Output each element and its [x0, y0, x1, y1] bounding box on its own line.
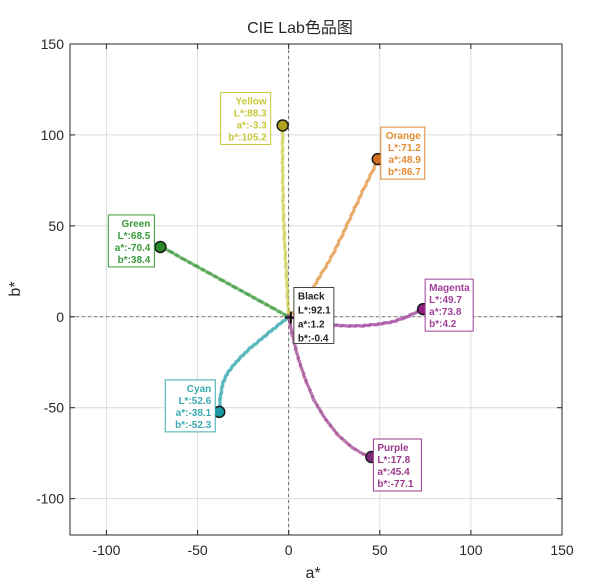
data-point	[286, 298, 290, 303]
data-point	[282, 211, 286, 216]
annotation-text: Cyan	[187, 384, 211, 395]
y-tick-label: -50	[44, 400, 64, 416]
annotation-text: L*:71.2	[388, 143, 421, 154]
data-point	[341, 233, 345, 237]
data-point	[351, 209, 356, 213]
y-tick-label: -100	[36, 491, 64, 507]
annotation-text: L*:49.7	[429, 295, 462, 306]
data-point	[282, 222, 286, 226]
y-tick-label: 0	[56, 309, 64, 325]
plot-frame	[69, 43, 563, 536]
y-tick-label: 100	[41, 127, 65, 143]
x-tick-label: -50	[187, 542, 207, 558]
annotation-text: b*:-52.3	[175, 420, 212, 431]
x-tick-label: 50	[372, 542, 388, 558]
annotation-text: L*:92.1	[298, 306, 331, 317]
data-point	[282, 230, 287, 235]
data-point	[285, 279, 289, 284]
y-tick-label: 50	[48, 218, 64, 234]
annotation-text: Yellow	[236, 96, 267, 107]
x-tick-label: 150	[550, 542, 574, 558]
annotation-text: b*:-0.4	[298, 334, 329, 345]
endpoint-marker	[276, 119, 289, 132]
annotation-box	[220, 91, 272, 145]
data-point	[281, 184, 285, 188]
data-point	[286, 307, 291, 311]
annotation-text: Magenta	[429, 283, 470, 294]
annotation-text: a*:-70.4	[115, 243, 151, 254]
annotation-text: Black	[298, 292, 325, 303]
data-point	[314, 280, 319, 285]
annotation-text: L*:88.3	[234, 108, 267, 119]
annotation-text: b*:38.4	[118, 255, 151, 266]
annotation-text: Purple	[377, 443, 409, 454]
data-point	[367, 176, 372, 181]
annotation-box	[372, 438, 422, 492]
data-point	[283, 241, 287, 246]
x-tick-label: -100	[92, 542, 120, 558]
annotation-box	[164, 379, 216, 433]
data-point	[281, 192, 286, 197]
data-point	[281, 203, 286, 207]
annotation-text: Green	[121, 219, 150, 230]
data-point	[280, 145, 285, 150]
y-tick-label: 150	[41, 36, 65, 52]
annotation-text: a*:1.2	[298, 320, 325, 331]
data-point	[281, 134, 285, 139]
endpoint-marker	[154, 240, 167, 254]
data-point	[359, 192, 364, 197]
annotation-text: Orange	[386, 131, 421, 142]
data-point	[336, 242, 340, 246]
annotation-text: L*:17.8	[377, 455, 410, 466]
annotation-text: a*:45.4	[377, 467, 410, 478]
data-point	[332, 249, 337, 254]
annotation-box	[293, 287, 335, 345]
data-point	[281, 173, 285, 177]
annotation-box	[380, 126, 426, 180]
annotation-text: b*:-77.1	[377, 479, 414, 490]
data-point	[283, 249, 288, 254]
x-axis-title: a*	[305, 565, 320, 582]
annotation-text: a*:73.8	[429, 307, 462, 318]
annotation-text: b*:105.2	[228, 132, 267, 143]
series-black: Black L*:92.1 a*:1.2 b*:-0.4	[284, 287, 335, 345]
annotation-text: L*:52.6	[178, 396, 211, 407]
annotation-text: a*:-3.3	[237, 120, 267, 131]
annotation-text: b*:4.2	[429, 319, 457, 330]
data-point	[281, 154, 285, 158]
data-point	[364, 183, 368, 188]
annotation-box	[107, 214, 155, 268]
data-point	[284, 260, 288, 265]
annotation-box	[424, 278, 474, 332]
annotation-text: b*:86.7	[388, 167, 421, 178]
data-point	[285, 288, 290, 292]
data-point	[328, 258, 332, 263]
ticks: -100 -50 0 50 100 150 -100 -50 0 50 100 150	[36, 36, 574, 558]
annotation-text: L*:68.5	[118, 231, 151, 242]
annotation-text: a*:48.9	[389, 155, 422, 166]
data-point	[284, 268, 289, 273]
y-axis-title: b*	[7, 281, 24, 296]
data-point	[324, 265, 328, 269]
data-point	[344, 225, 348, 230]
data-point	[281, 164, 285, 169]
data-point	[348, 216, 353, 221]
x-tick-label: 100	[459, 542, 483, 558]
chart-title: CIE Lab色品图	[247, 19, 353, 37]
data-point	[318, 274, 323, 278]
data-point	[372, 167, 376, 171]
annotation-text: a*:-38.1	[176, 408, 212, 419]
data-point	[356, 200, 360, 204]
x-tick-label: 0	[285, 542, 293, 558]
